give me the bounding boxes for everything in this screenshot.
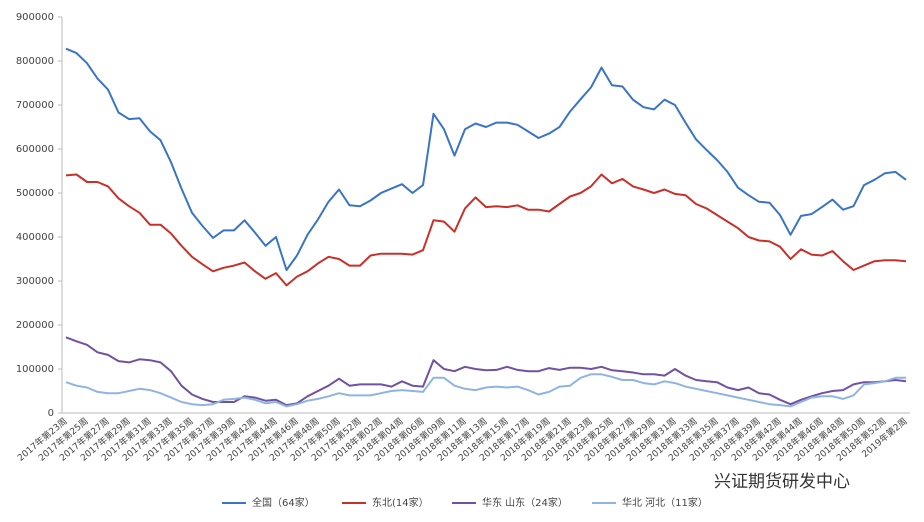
legend-label: 东北(14家） [372,496,429,509]
y-tick-label: 600000 [16,144,54,155]
legend-label: 华北 河北（11家） [622,496,708,509]
y-tick-label: 300000 [16,276,54,287]
y-tick-label: 100000 [16,364,54,375]
legend-label: 华东 山东（24家） [482,496,568,509]
series-line [65,47,907,271]
series-line [65,336,907,407]
watermark: 兴证期货研发中心 [714,472,850,492]
y-tick-label: 800000 [16,56,54,67]
y-tick-label: 900000 [16,12,54,23]
series-line [65,373,906,408]
y-tick-label: 400000 [16,232,54,243]
y-tick-label: 500000 [16,188,54,199]
y-tick-label: 200000 [16,320,54,331]
y-tick-label: 0 [48,408,54,419]
legend-label: 全国（64家） [252,496,315,509]
series-line [65,173,907,287]
y-tick-label: 700000 [16,100,54,111]
